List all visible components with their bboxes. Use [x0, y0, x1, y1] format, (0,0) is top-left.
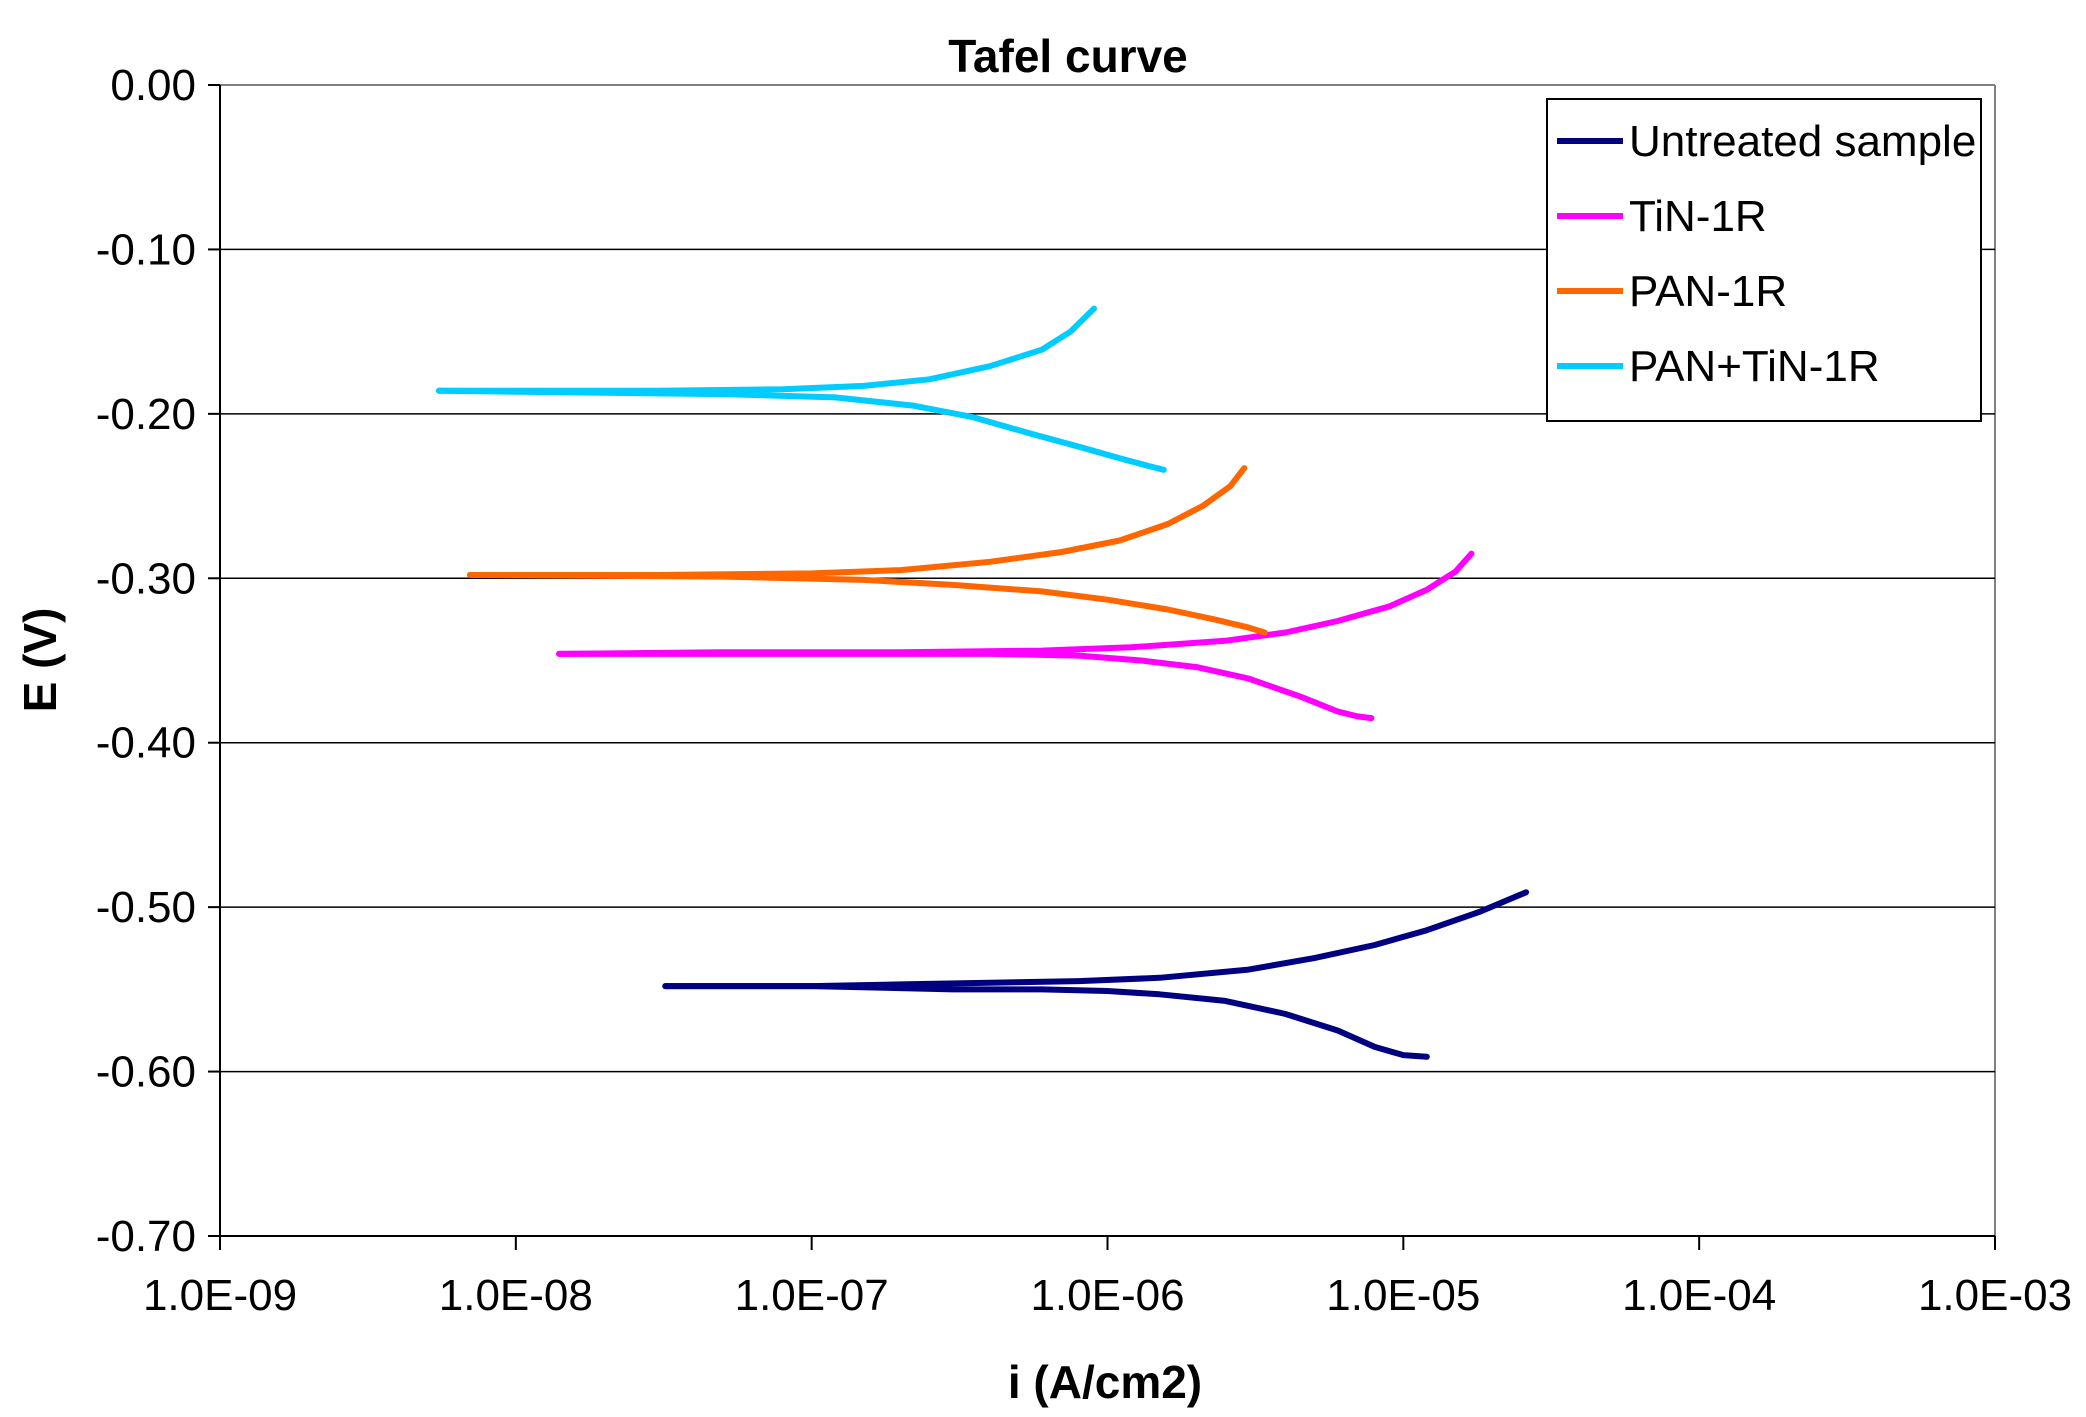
y-axis-title: E (V) — [14, 608, 66, 713]
legend-label-tin-1r: TiN-1R — [1629, 192, 1767, 241]
y-tick-label: 0.00 — [110, 61, 196, 110]
y-tick-label: -0.10 — [96, 225, 196, 274]
series-untreated-sample-anodic-line — [662, 889, 1530, 990]
y-tick-label: -0.20 — [96, 390, 196, 439]
y-tick-label: -0.30 — [96, 554, 196, 603]
x-tick-label: 1.0E-04 — [1622, 1271, 1776, 1320]
y-tick-label: -0.40 — [96, 719, 196, 768]
chart-title: Tafel curve — [948, 30, 1187, 82]
series-pan-1r-cathodic-line — [467, 572, 1268, 636]
axes: 0.00 -0.10 -0.20 -0.30 -0.40 -0.50 -0.60 -0.70 1… — [96, 61, 2072, 1320]
gridlines — [220, 84, 1996, 1236]
legend-label-pan-tin-1r: PAN+TiN-1R — [1629, 342, 1880, 391]
legend-label-untreated-sample: Untreated sample — [1629, 117, 1976, 166]
x-tick-label: 1.0E-09 — [143, 1271, 297, 1320]
series-pan-1r-anodic-line — [467, 465, 1248, 578]
y-tick-label: -0.70 — [96, 1212, 196, 1261]
series-pan-tin-1r-cathodic-line — [436, 387, 1167, 473]
y-tick-label: -0.50 — [96, 883, 196, 932]
x-tick-label: 1.0E-03 — [1918, 1271, 2072, 1320]
x-axis-title: i (A/cm2) — [1008, 1356, 1202, 1408]
legend: Untreated sample TiN-1R PAN-1R PAN+TiN-1R — [1546, 98, 1982, 422]
legend-label-pan-1r: PAN-1R — [1629, 267, 1787, 316]
series-tin-1r-anodic-line — [556, 550, 1475, 657]
x-tick-label: 1.0E-07 — [735, 1271, 889, 1320]
x-tick-label: 1.0E-05 — [1326, 1271, 1480, 1320]
x-tick-label: 1.0E-06 — [1030, 1271, 1184, 1320]
plot-series — [436, 305, 1530, 1060]
series-pan-tin-1r-anodic-line — [436, 305, 1097, 394]
series-untreated-sample-cathodic-line — [662, 983, 1430, 1060]
x-tick-label: 1.0E-08 — [439, 1271, 593, 1320]
y-tick-label: -0.60 — [96, 1048, 196, 1097]
